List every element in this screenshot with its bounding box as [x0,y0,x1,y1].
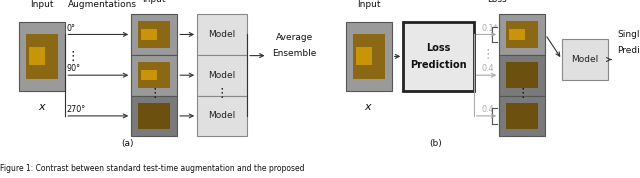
Bar [197,14,247,55]
Text: Prediction: Prediction [410,60,467,70]
Text: (b): (b) [429,139,442,148]
Text: 270°: 270° [67,105,86,114]
Text: Augmentations: Augmentations [68,0,137,9]
Text: ⋮: ⋮ [148,87,161,100]
Text: Average: Average [276,33,313,42]
Bar [19,22,65,91]
Bar [141,29,157,40]
Bar [141,70,157,80]
Text: 0°: 0° [67,23,76,33]
Bar [403,22,474,91]
Bar [499,96,545,136]
Bar [131,14,177,55]
Text: Single: Single [618,30,640,39]
Text: ⋮: ⋮ [481,48,494,61]
Text: Model: Model [209,71,236,80]
Bar [138,103,170,129]
Bar [499,14,545,55]
Bar [346,22,392,91]
Bar [29,47,45,65]
Bar [506,21,538,48]
Text: Prediction: Prediction [618,46,640,55]
Text: Loss: Loss [426,43,451,53]
Text: Input: Input [143,0,166,4]
Text: 0.1*: 0.1* [481,23,498,33]
Bar [138,62,170,88]
Text: Model: Model [209,111,236,120]
Text: ⋮: ⋮ [216,87,228,100]
Text: Model: Model [209,30,236,39]
Bar [506,62,538,88]
Text: $x$: $x$ [38,101,47,111]
Bar [562,39,608,80]
Bar [356,47,372,65]
Text: Figure 1: Contrast between standard test-time augmentation and the proposed: Figure 1: Contrast between standard test… [0,164,305,174]
Text: Loss: Loss [487,0,506,4]
Bar [26,34,58,79]
Bar [131,96,177,136]
Bar [509,29,525,40]
Bar [197,55,247,96]
Bar [131,55,177,96]
Text: ⋮: ⋮ [516,87,529,100]
Text: Input: Input [31,0,54,9]
Bar [138,21,170,48]
Text: 0.4: 0.4 [481,64,494,73]
Text: ⋮: ⋮ [67,49,79,62]
Text: Ensemble: Ensemble [272,49,317,58]
Text: $x$: $x$ [364,101,373,111]
Bar [499,55,545,96]
Text: Model: Model [572,55,598,64]
Text: 90°: 90° [67,64,81,73]
Text: Input: Input [357,0,380,9]
Text: (a): (a) [122,139,134,148]
Text: 0.4: 0.4 [481,105,494,114]
Bar [197,96,247,136]
Bar [506,103,538,129]
Bar [353,34,385,79]
